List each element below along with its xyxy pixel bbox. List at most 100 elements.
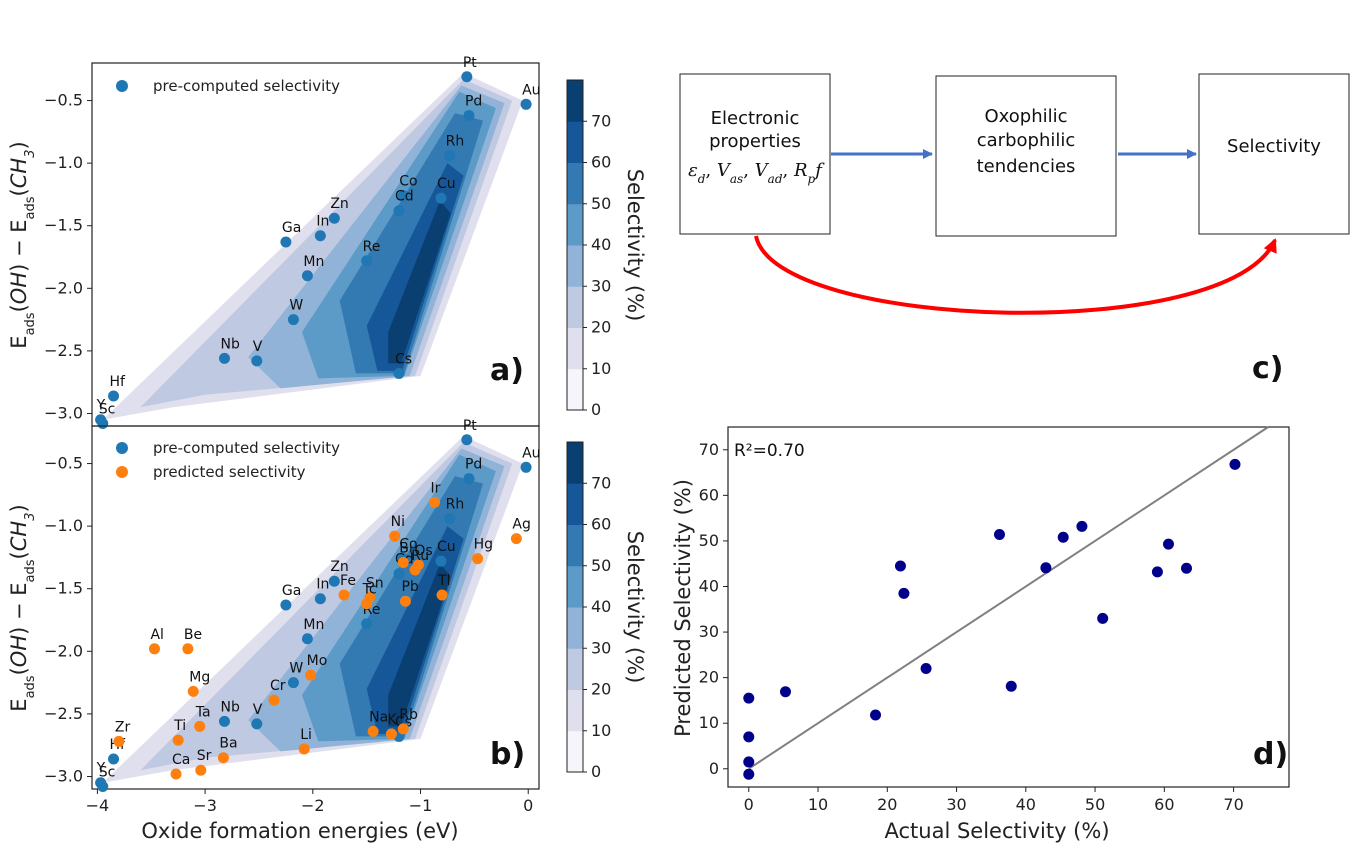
point-pd [463,110,475,122]
colorbar-tick-label: 0 [591,400,601,419]
point-co [397,190,409,202]
scatter-point [1076,520,1088,532]
point-ag [510,533,522,545]
colorbar-swatch [567,245,583,287]
colorbar-swatch [567,442,583,484]
scatter-point [743,756,755,768]
point-in [314,593,326,605]
legend-marker-predicted [116,466,128,478]
scatter-point [779,686,791,698]
y-tick-label: −3.0 [44,766,83,785]
colorbar-swatch [567,648,583,690]
box1-line-1: Electronic [711,108,800,129]
panel-b: −3.0 −2.5 −2.0 −1.5 −1.0 −0.5 −4 −3 −2 −1 0 Pt Au P… [7,418,541,843]
point-ta [194,720,206,732]
x-tick-label-d: 50 [1085,795,1105,814]
plot-frame-d [727,426,1290,788]
point-re [361,255,373,267]
point-sc [97,780,109,792]
flow-curve-arrow [754,235,1277,315]
y-tick-label: −1.5 [44,579,83,598]
scatter-point [743,692,755,704]
panel-d: 0 10 20 30 40 50 60 70 0 10 20 30 40 50 60 70 R²=0.70 d… [671,426,1290,843]
point-label-hf: Hf [110,374,127,390]
contour-b [102,436,523,783]
point-pd [463,473,475,485]
x-tick-label-d: 30 [946,795,966,814]
point-label-ta: Ta [195,704,211,720]
point-hg [472,553,484,565]
contour-band-7 [388,563,451,727]
y-tick-label: −1.0 [44,153,83,172]
scatter-point [1005,680,1017,692]
points-d [743,458,1241,780]
point-label-co: Co [399,537,417,553]
y-tick-label-d: 30 [699,622,719,641]
scatter-point [1057,531,1069,543]
point-zr [113,735,125,747]
point-nb [218,715,230,727]
point-cd [393,568,405,580]
point-tc [361,598,373,610]
point-ga [280,599,292,611]
point-cr [268,694,280,706]
point-label-al: Al [150,627,163,643]
point-label-w: W [289,661,303,677]
fit-line [748,426,1269,770]
point-label-re: Re [363,239,381,255]
x-tick-label-d: 60 [1154,795,1174,814]
point-label-mn: Mn [303,254,324,270]
point-label-ir: Ir [431,480,441,496]
point-ca [170,768,182,780]
point-label-co: Co [399,174,417,190]
y-axis-label-d: Predicted Selectivity (%) [671,479,695,737]
colorbar-tick-label: 50 [591,194,611,213]
x-axis-label-d: Actual Selectivity (%) [884,819,1109,843]
x-tick-label-d: 40 [1016,795,1036,814]
point-label-v: V [253,339,263,355]
colorbar-tick-label: 60 [591,153,611,172]
colorbar-swatch [567,368,583,411]
plot-frame-b [91,425,540,790]
point-label-tc: Tc [362,582,377,598]
box2-line-1: Oxophilic [984,106,1067,127]
colorbar-tick-label: 50 [591,556,611,575]
point-label-pb: Pb [401,579,418,595]
colorbar-tick-label: 20 [591,318,611,337]
point-label-ca: Ca [172,752,190,768]
point-ir [429,496,441,508]
x-tick-label: −4 [86,796,110,815]
point-cu [435,555,447,567]
contour-band-7 [388,200,451,364]
point-label-zn: Zn [330,196,348,212]
point-label-v: V [253,702,263,718]
point-label-au: Au [522,445,540,461]
point-ba [217,752,229,764]
box1-line-2: properties [709,131,801,152]
y-tick-label: −1.0 [44,516,83,535]
point-bi [397,556,409,568]
y-tick-label: −2.5 [44,341,83,360]
point-cs [393,367,405,379]
point-label-sc: Sc [99,401,116,417]
y-tick-label: −1.5 [44,216,83,235]
point-label-zn: Zn [330,559,348,575]
y-tick-label: −2.5 [44,704,83,723]
point-label-in: In [316,214,329,230]
point-cd [393,205,405,217]
point-hf [108,753,120,765]
point-sc [97,417,109,429]
scatter-point [1040,562,1052,574]
scatter-point [993,529,1005,541]
colorbar-swatch [567,565,583,608]
legend-marker-precomputed-b [116,442,128,454]
point-label-mn: Mn [303,617,324,633]
colorbar-tick-label: 10 [591,359,611,378]
panel-label-d: d) [1253,737,1288,772]
point-fe [338,589,350,601]
x-tick-label: 0 [523,796,533,815]
point-label-ga: Ga [282,583,301,599]
legend-b: pre-computed selectivity predicted selec… [116,439,340,481]
colorbar-a: 0 10 20 30 40 50 60 70 [566,79,611,419]
